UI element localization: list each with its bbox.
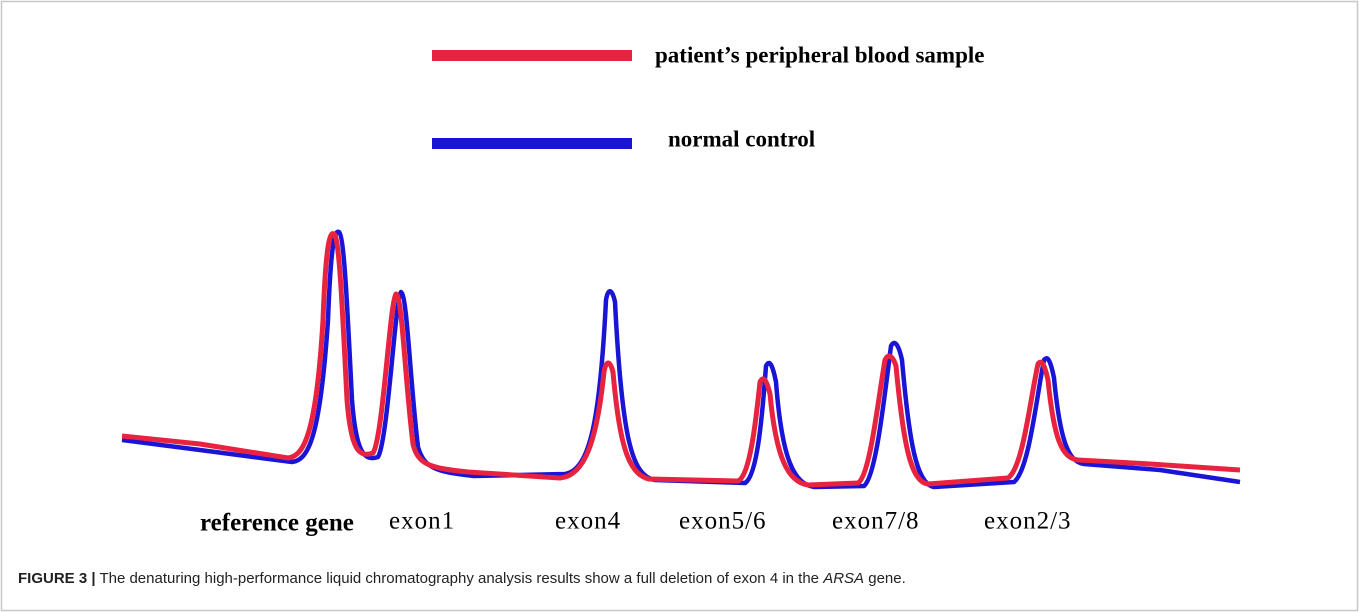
legend-swatch bbox=[432, 50, 632, 61]
trace-patient bbox=[121, 231, 1241, 488]
peak-label: exon4 bbox=[555, 508, 621, 535]
caption: FIGURE 3 | The denaturing high-performan… bbox=[18, 570, 906, 587]
peak-label: reference gene bbox=[200, 510, 354, 537]
caption-gene: ARSA bbox=[822, 570, 864, 587]
legend-swatch bbox=[432, 138, 632, 149]
peak-label: exon7/8 bbox=[832, 508, 920, 535]
peak-label: exon1 bbox=[389, 508, 455, 535]
trace-normal bbox=[121, 229, 1241, 490]
caption-text: gene. bbox=[864, 570, 906, 587]
peak-label: exon2/3 bbox=[984, 508, 1072, 535]
legend-label: normal control bbox=[668, 126, 815, 151]
caption-label: FIGURE 3 | bbox=[18, 570, 96, 587]
caption-text: The denaturing high-performance liquid c… bbox=[96, 570, 824, 587]
legend-label: patient’s peripheral blood sample bbox=[655, 42, 984, 67]
peak-label: exon5/6 bbox=[679, 508, 767, 535]
